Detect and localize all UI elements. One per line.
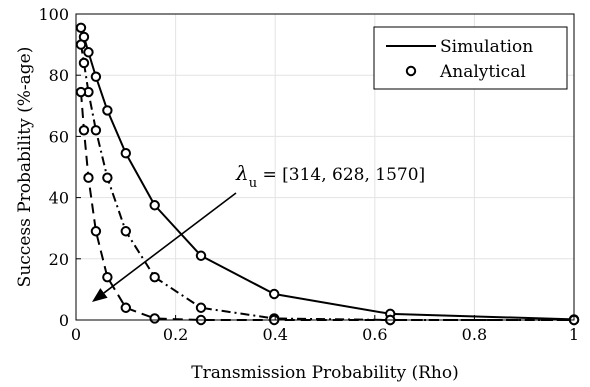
ticks: 0 0.2 0.4 0.6 0.8 1 0 20 40 60 80 100	[38, 5, 579, 344]
data-point	[120, 302, 132, 313]
x-tick-label: 0.6	[362, 325, 387, 344]
y-tick-label: 80	[49, 66, 69, 85]
data-point	[195, 302, 207, 313]
annotation-text: λu = [314, 628, 1570]	[235, 161, 425, 191]
y-axis-title: Success Probability (%-age)	[15, 47, 35, 288]
x-tick-label: 0.4	[262, 325, 287, 344]
data-point	[120, 226, 132, 237]
annotation-arrowhead	[92, 288, 108, 302]
legend-label: Simulation	[440, 37, 533, 57]
x-tick-label: 0.2	[163, 325, 188, 344]
data-point	[102, 105, 113, 116]
data-point	[75, 86, 87, 98]
x-tick-label: 0	[71, 325, 81, 344]
x-tick-label: 0.8	[462, 325, 487, 344]
data-point	[90, 226, 102, 237]
data-point	[269, 288, 280, 300]
x-axis-title: Transmission Probability (Rho)	[191, 363, 458, 383]
annotation-values: = [314, 628, 1570]	[257, 165, 425, 185]
legend: Simulation Analytical	[373, 26, 568, 90]
data-point	[102, 172, 113, 183]
y-tick-label: 0	[59, 311, 69, 330]
data-point	[75, 22, 87, 33]
data-point	[83, 47, 94, 58]
data-point	[90, 71, 102, 82]
data-point	[78, 57, 90, 69]
y-tick-label: 40	[49, 189, 69, 208]
legend-marker-sample	[405, 65, 417, 77]
plot-frame	[75, 13, 575, 321]
y-tick-label: 20	[49, 250, 69, 269]
y-tick-label: 60	[49, 127, 69, 146]
x-tick-label: 1	[569, 325, 579, 344]
data-point	[78, 125, 90, 136]
legend-box	[373, 26, 568, 90]
y-tick-label: 100	[38, 5, 69, 24]
data-point	[195, 250, 207, 261]
data-point	[149, 271, 160, 283]
data-point	[149, 200, 160, 211]
series-line-dashed	[79, 91, 574, 321]
annotation: λu = [314, 628, 1570]	[92, 161, 425, 302]
data-point	[83, 172, 94, 183]
legend-label: Analytical	[439, 62, 526, 82]
data-point	[90, 125, 102, 136]
annotation-lambda: λ	[235, 161, 249, 185]
annotation-arrow	[103, 192, 237, 294]
data-point	[102, 271, 113, 283]
data-point	[120, 148, 132, 159]
data-point	[149, 313, 160, 324]
data-point	[75, 39, 87, 50]
annotation-subscript: u	[249, 176, 257, 191]
